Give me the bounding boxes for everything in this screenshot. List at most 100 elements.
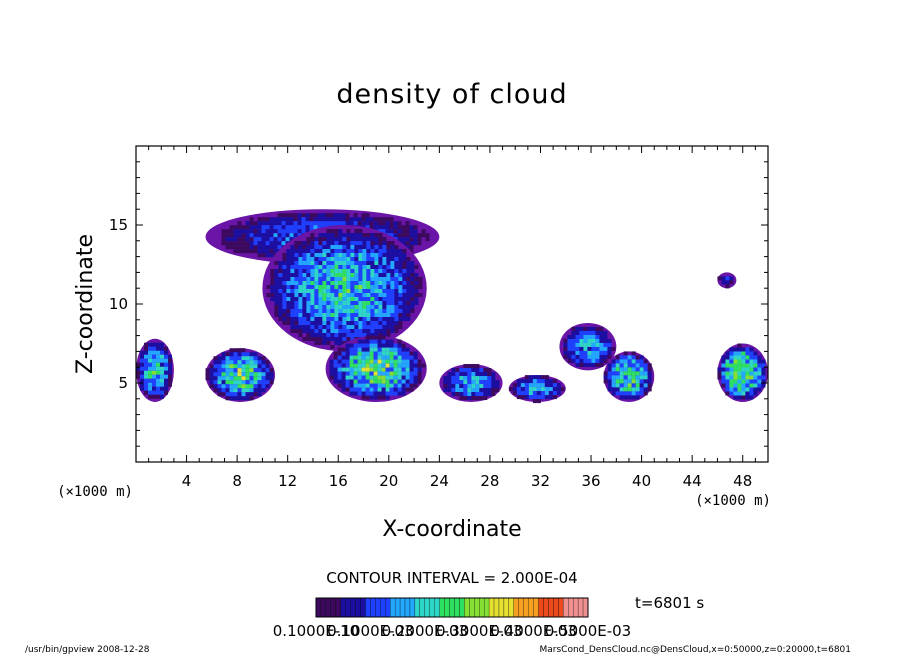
cloud-cell — [306, 249, 311, 253]
cloud-cell — [483, 372, 488, 377]
cloud-cell — [310, 293, 315, 297]
cloud-cell — [281, 225, 286, 230]
cloud-cell — [556, 391, 561, 396]
colorbar-cell — [533, 597, 539, 618]
cloud-cell — [245, 360, 250, 365]
cloud-cell — [322, 257, 327, 261]
cloud-cell — [619, 371, 624, 376]
cloud-cell — [579, 334, 584, 339]
cloud-cell — [274, 301, 279, 305]
cloud-cell — [366, 261, 371, 265]
cloud-cell — [599, 362, 604, 367]
cloud-cell — [278, 269, 283, 273]
cloud-cell — [737, 375, 742, 380]
cloud-cell — [398, 305, 403, 309]
cloud-cell — [611, 346, 616, 351]
cloud-cell — [405, 387, 410, 392]
cloud-cell — [401, 359, 406, 364]
cloud-cell — [156, 362, 160, 367]
cloud-cell — [544, 383, 549, 388]
cloud-cell — [333, 379, 338, 384]
cloud-cell — [350, 305, 355, 309]
cloud-cell — [358, 253, 363, 257]
cloud-cell — [160, 342, 164, 347]
cloud-cell — [643, 371, 648, 376]
cloud-cell — [290, 261, 295, 265]
cloud-cell — [398, 281, 403, 285]
cloud-cell — [326, 289, 331, 293]
cloud-cell — [290, 309, 295, 313]
cloud-cell — [294, 325, 299, 329]
cloud-cell — [455, 376, 460, 381]
cloud-cell — [389, 387, 394, 392]
cloud-cell — [326, 285, 331, 289]
cloud-cell — [156, 346, 160, 351]
cloud-cell — [761, 359, 766, 364]
cloud-cell — [261, 384, 266, 389]
cloud-cell — [334, 337, 339, 341]
cloud-cell — [233, 229, 238, 234]
x-tick-label: 4 — [182, 472, 192, 490]
cloud-cell — [745, 379, 750, 384]
cloud-cell — [402, 305, 407, 309]
cloud-cell — [361, 347, 366, 352]
cloud-cell — [286, 309, 291, 313]
cloud-cell — [301, 229, 306, 234]
cloud-cell — [405, 371, 410, 376]
cloud-cell — [381, 375, 386, 380]
cloud-cell — [749, 375, 754, 380]
cloud-cell — [269, 368, 274, 373]
cloud-cell — [334, 333, 339, 337]
cloud-cell — [229, 356, 234, 361]
cloud-cell — [455, 388, 460, 393]
cloud-cell — [483, 376, 488, 381]
cloud-cell — [405, 237, 410, 242]
cloud-cell — [269, 253, 274, 258]
cloud-cell — [647, 371, 652, 376]
cloud-cell — [245, 237, 250, 242]
cloud-cell — [346, 233, 351, 237]
cloud-cell — [401, 379, 406, 384]
cloud-cell — [306, 261, 311, 265]
cloud-cell — [338, 253, 343, 257]
cloud-cell — [253, 384, 258, 389]
cloud-cell — [401, 375, 406, 380]
cloud-cell — [160, 386, 164, 391]
cloud-cell — [274, 313, 279, 317]
cloud-cell — [733, 347, 738, 352]
cloud-cell — [463, 368, 468, 373]
cloud-cell — [414, 301, 419, 305]
cloud-cell — [587, 338, 592, 343]
cloud-cell — [386, 317, 391, 321]
cloud-cell — [413, 359, 418, 364]
cloud-cell — [745, 375, 750, 380]
cloud-cell — [447, 380, 452, 385]
cloud-cell — [749, 351, 754, 356]
cloud-cell — [270, 285, 275, 289]
cloud-cell — [532, 395, 537, 400]
cloud-cell — [385, 379, 390, 384]
cloud-cell — [164, 382, 168, 387]
cloud-cell — [479, 388, 484, 393]
cloud-cell — [285, 213, 290, 218]
cloud-cell — [302, 249, 307, 253]
cloud-cell — [410, 269, 415, 273]
cloud-cell — [516, 383, 521, 388]
cloud-cell — [265, 364, 270, 369]
cloud-cell — [333, 355, 338, 360]
cloud-cell — [257, 249, 262, 254]
cloud-cell — [611, 391, 616, 396]
colorbar-cell — [414, 597, 421, 618]
cloud-region — [603, 351, 655, 402]
cloud-cell — [338, 237, 343, 241]
cloud-cell — [302, 277, 307, 281]
cloud-cell — [330, 269, 335, 273]
cloud-cell — [369, 221, 374, 226]
cloud-cell — [524, 379, 529, 384]
cloud-cell — [393, 371, 398, 376]
cloud-cell — [310, 265, 315, 269]
cloud-cell — [587, 358, 592, 363]
cloud-cell — [394, 257, 399, 261]
cloud-cell — [398, 285, 403, 289]
cloud-cell — [318, 329, 323, 333]
